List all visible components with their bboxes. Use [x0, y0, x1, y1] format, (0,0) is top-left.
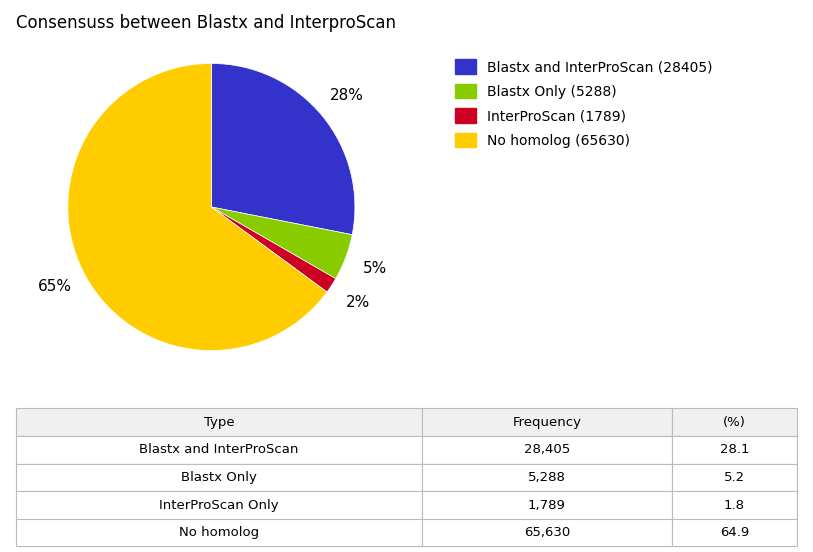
Wedge shape [211, 63, 355, 235]
Text: 65%: 65% [38, 279, 72, 294]
Text: 2%: 2% [346, 295, 370, 310]
Wedge shape [211, 207, 352, 279]
Text: Consensuss between Blastx and InterproScan: Consensuss between Blastx and InterproSc… [16, 14, 396, 32]
Wedge shape [211, 207, 336, 292]
Text: 5%: 5% [363, 261, 388, 276]
Legend: Blastx and InterProScan (28405), Blastx Only (5288), InterProScan (1789), No hom: Blastx and InterProScan (28405), Blastx … [449, 52, 720, 155]
Text: 28%: 28% [330, 88, 363, 103]
Wedge shape [67, 63, 327, 351]
